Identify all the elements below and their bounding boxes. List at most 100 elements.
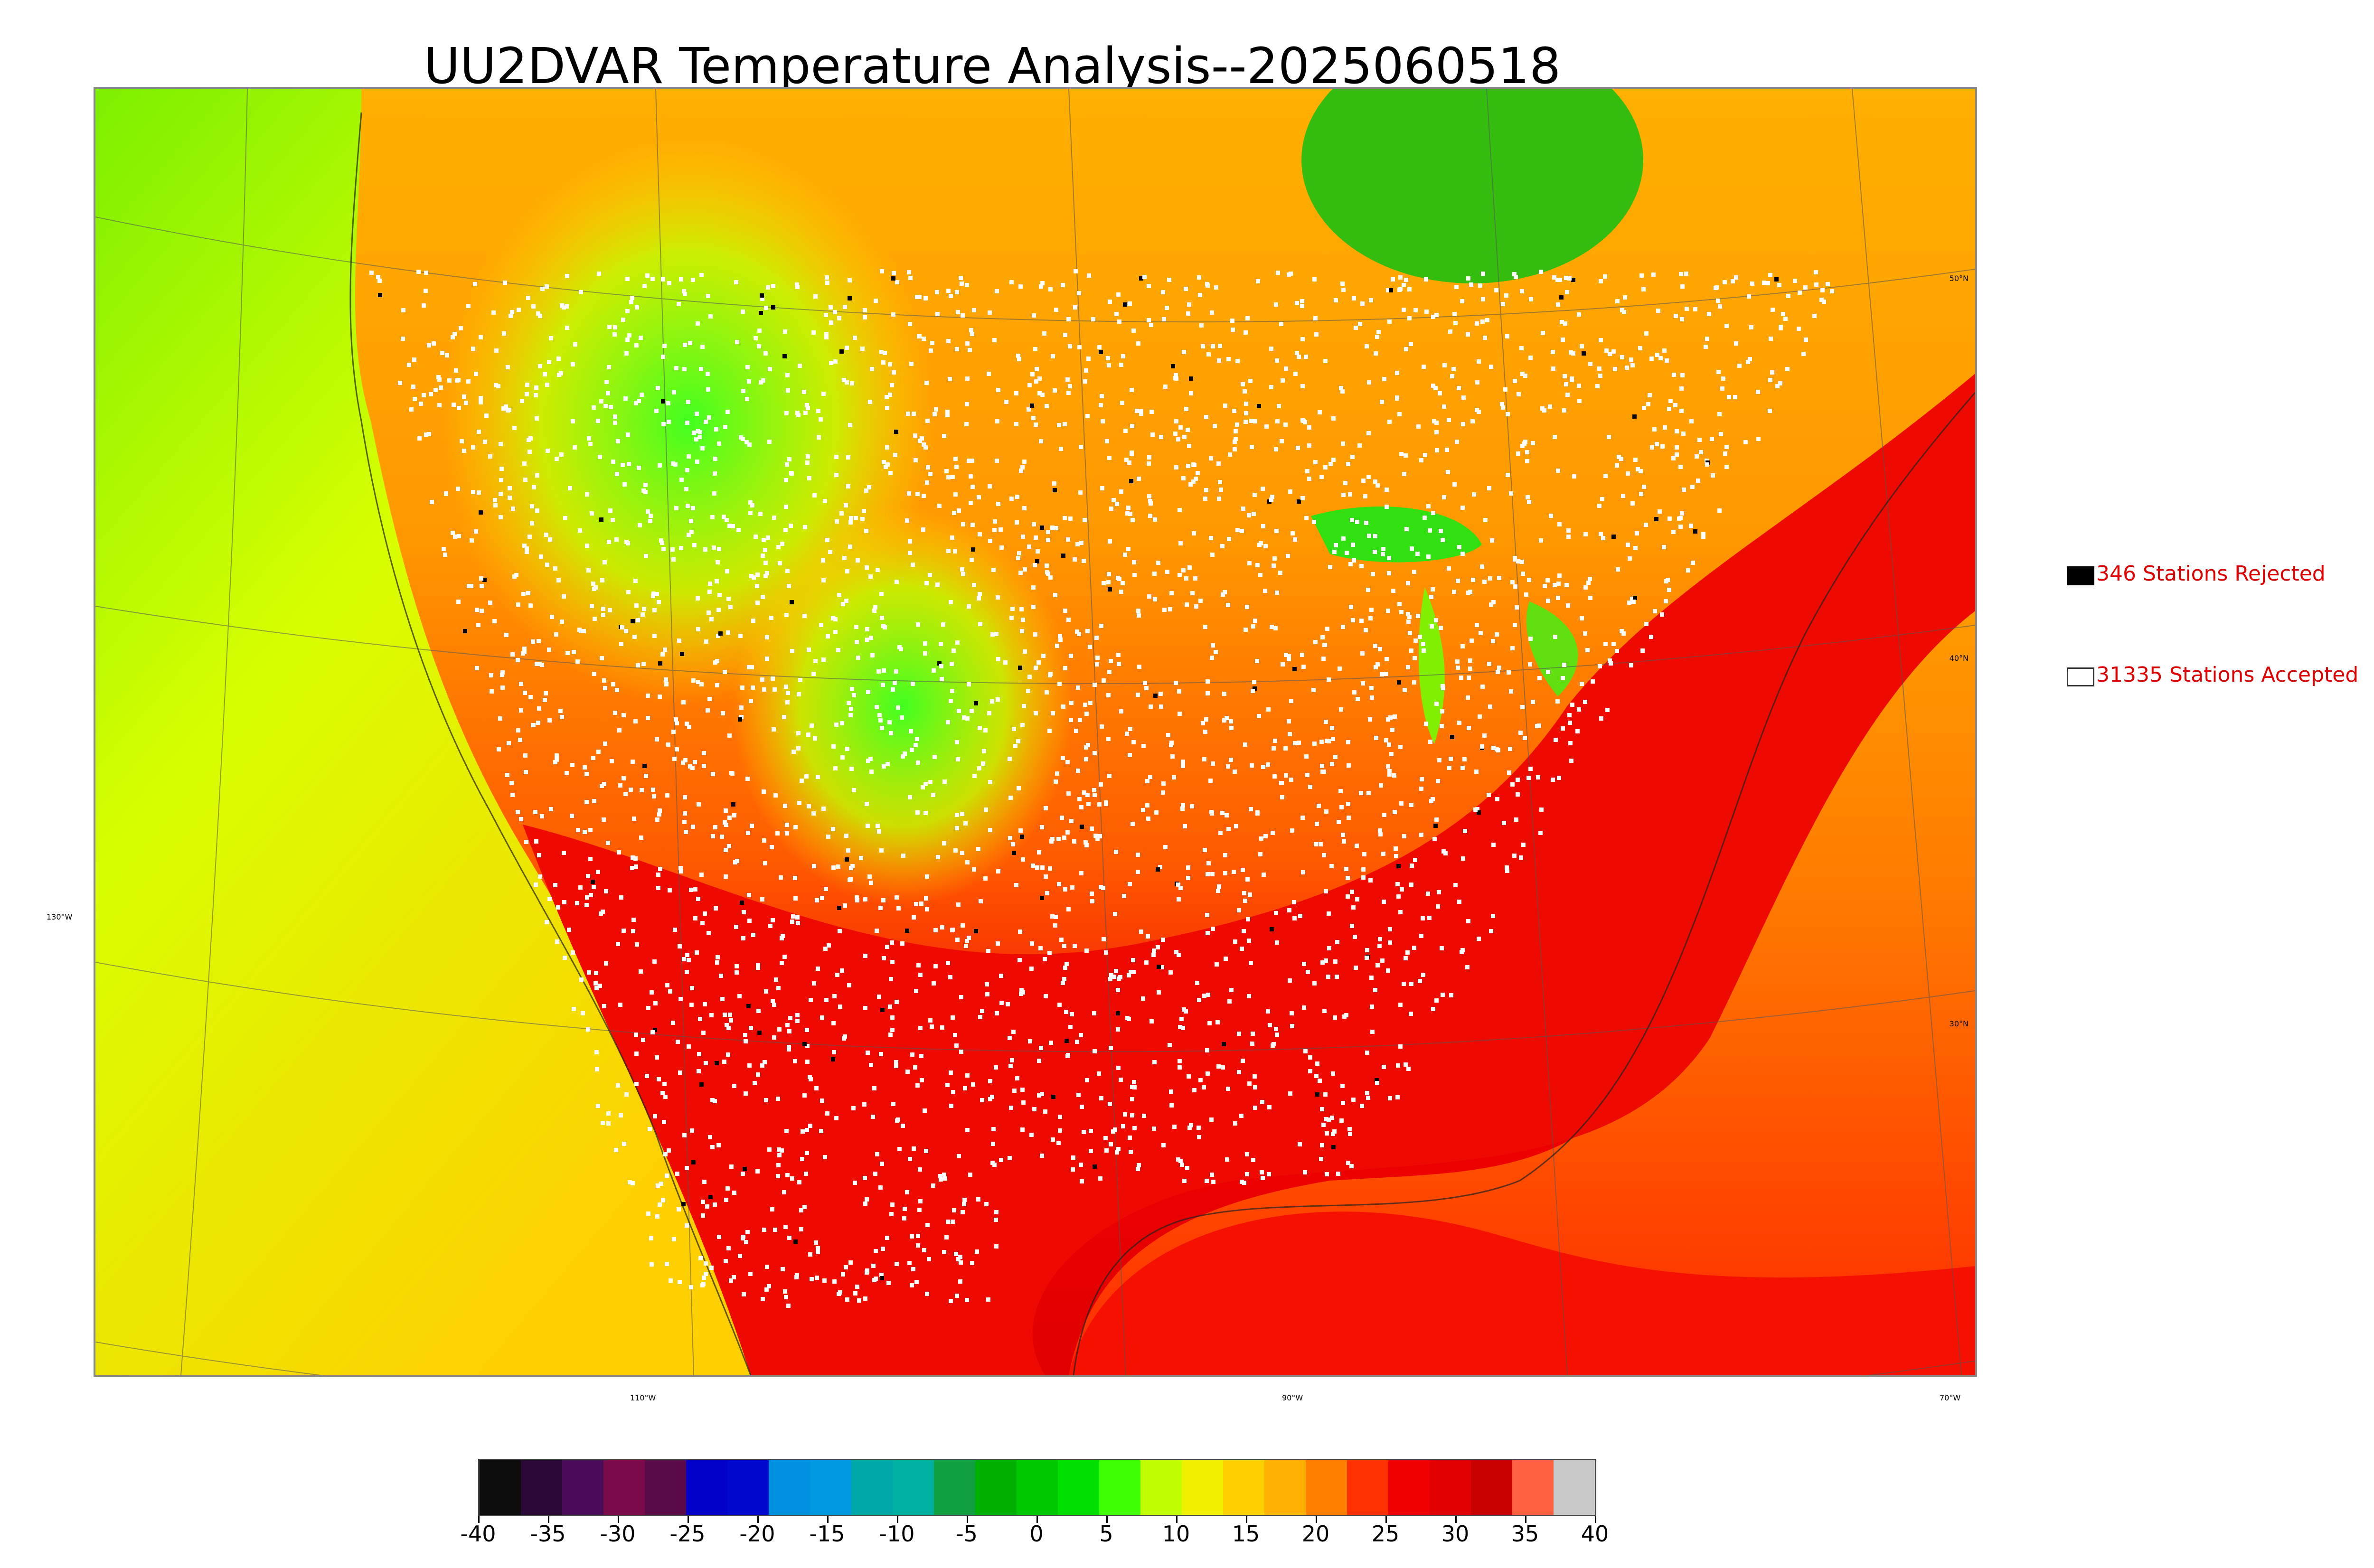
station-marker [1693, 529, 1697, 534]
station-marker [1201, 721, 1205, 725]
station-marker [1062, 944, 1066, 948]
station-marker [914, 1280, 919, 1284]
station-marker [952, 511, 956, 515]
station-marker [1341, 1101, 1345, 1105]
station-marker [1178, 508, 1182, 512]
station-marker [1119, 363, 1123, 367]
station-marker [1616, 567, 1620, 572]
station-marker [1481, 297, 1485, 301]
station-marker [788, 1016, 792, 1020]
station-marker [706, 294, 710, 298]
station-marker [651, 592, 656, 596]
station-marker [1051, 1137, 1055, 1142]
station-marker [1375, 1078, 1379, 1082]
station-marker [516, 728, 520, 732]
station-marker [1022, 460, 1027, 464]
station-marker [724, 823, 728, 827]
station-marker [1447, 418, 1451, 422]
station-marker [644, 554, 648, 558]
station-marker [1333, 959, 1338, 964]
station-marker [1556, 582, 1561, 586]
station-marker [1148, 775, 1152, 779]
station-marker [1359, 619, 1364, 623]
station-marker [622, 929, 626, 933]
station-marker [711, 772, 715, 776]
station-marker [854, 625, 858, 629]
station-marker [1448, 329, 1452, 334]
station-marker [562, 305, 566, 310]
station-marker [797, 801, 801, 805]
station-marker [999, 1158, 1003, 1162]
station-marker [1450, 374, 1454, 378]
station-marker [1035, 367, 1039, 371]
station-marker [520, 399, 524, 403]
station-marker [1075, 629, 1079, 634]
station-marker [1366, 588, 1370, 592]
station-marker [865, 627, 869, 631]
station-marker [1619, 457, 1623, 461]
station-marker [1570, 378, 1574, 382]
station-marker [791, 750, 796, 754]
station-marker [457, 534, 461, 538]
station-marker [757, 1031, 762, 1035]
station-marker [592, 405, 596, 410]
station-marker [1182, 1179, 1187, 1183]
station-marker [1099, 885, 1103, 889]
station-marker [1424, 722, 1428, 726]
station-marker [1214, 285, 1218, 290]
station-marker [848, 278, 852, 282]
station-marker [401, 308, 405, 312]
station-marker [476, 623, 480, 627]
station-marker [835, 519, 839, 524]
station-marker [1147, 455, 1151, 460]
station-marker [1491, 600, 1496, 604]
station-marker [810, 723, 814, 728]
station-marker [1237, 908, 1241, 912]
station-marker [893, 453, 897, 457]
colorbar-tick [478, 1516, 480, 1523]
station-marker [1061, 554, 1065, 558]
station-marker [678, 866, 683, 870]
station-marker [745, 365, 750, 369]
station-marker [911, 563, 915, 567]
station-marker [1478, 714, 1482, 719]
station-marker [1393, 714, 1397, 719]
station-marker [547, 718, 552, 723]
station-marker [1346, 802, 1350, 806]
station-marker [459, 326, 463, 330]
station-marker [1330, 726, 1334, 730]
station-marker [1057, 682, 1062, 686]
station-marker [978, 592, 982, 596]
station-marker [1260, 1100, 1264, 1104]
station-marker [1017, 958, 1022, 962]
station-marker [1679, 409, 1684, 413]
station-marker [784, 685, 788, 689]
station-marker [599, 399, 603, 404]
station-marker [776, 1097, 780, 1101]
station-marker [1152, 948, 1156, 953]
station-marker [953, 492, 958, 497]
station-marker [735, 964, 739, 968]
station-marker [905, 929, 909, 933]
station-marker [1258, 573, 1262, 577]
station-marker [1686, 568, 1690, 573]
station-marker [700, 446, 705, 451]
station-marker [747, 893, 751, 897]
station-marker [1123, 553, 1127, 557]
station-marker [1329, 864, 1334, 868]
station-marker [695, 412, 699, 416]
station-marker [454, 368, 458, 373]
station-marker [844, 1265, 848, 1269]
colorbar-tick-label: 40 [1581, 1521, 1609, 1547]
station-marker [519, 682, 523, 686]
station-marker [1275, 591, 1279, 595]
station-marker [1528, 767, 1533, 771]
station-marker [1577, 384, 1581, 388]
station-marker [807, 804, 811, 808]
station-marker [721, 711, 725, 715]
station-marker [1598, 374, 1602, 378]
station-marker [1331, 1071, 1335, 1076]
station-marker [1161, 1143, 1166, 1147]
station-marker [1630, 597, 1634, 601]
station-marker [881, 898, 886, 902]
